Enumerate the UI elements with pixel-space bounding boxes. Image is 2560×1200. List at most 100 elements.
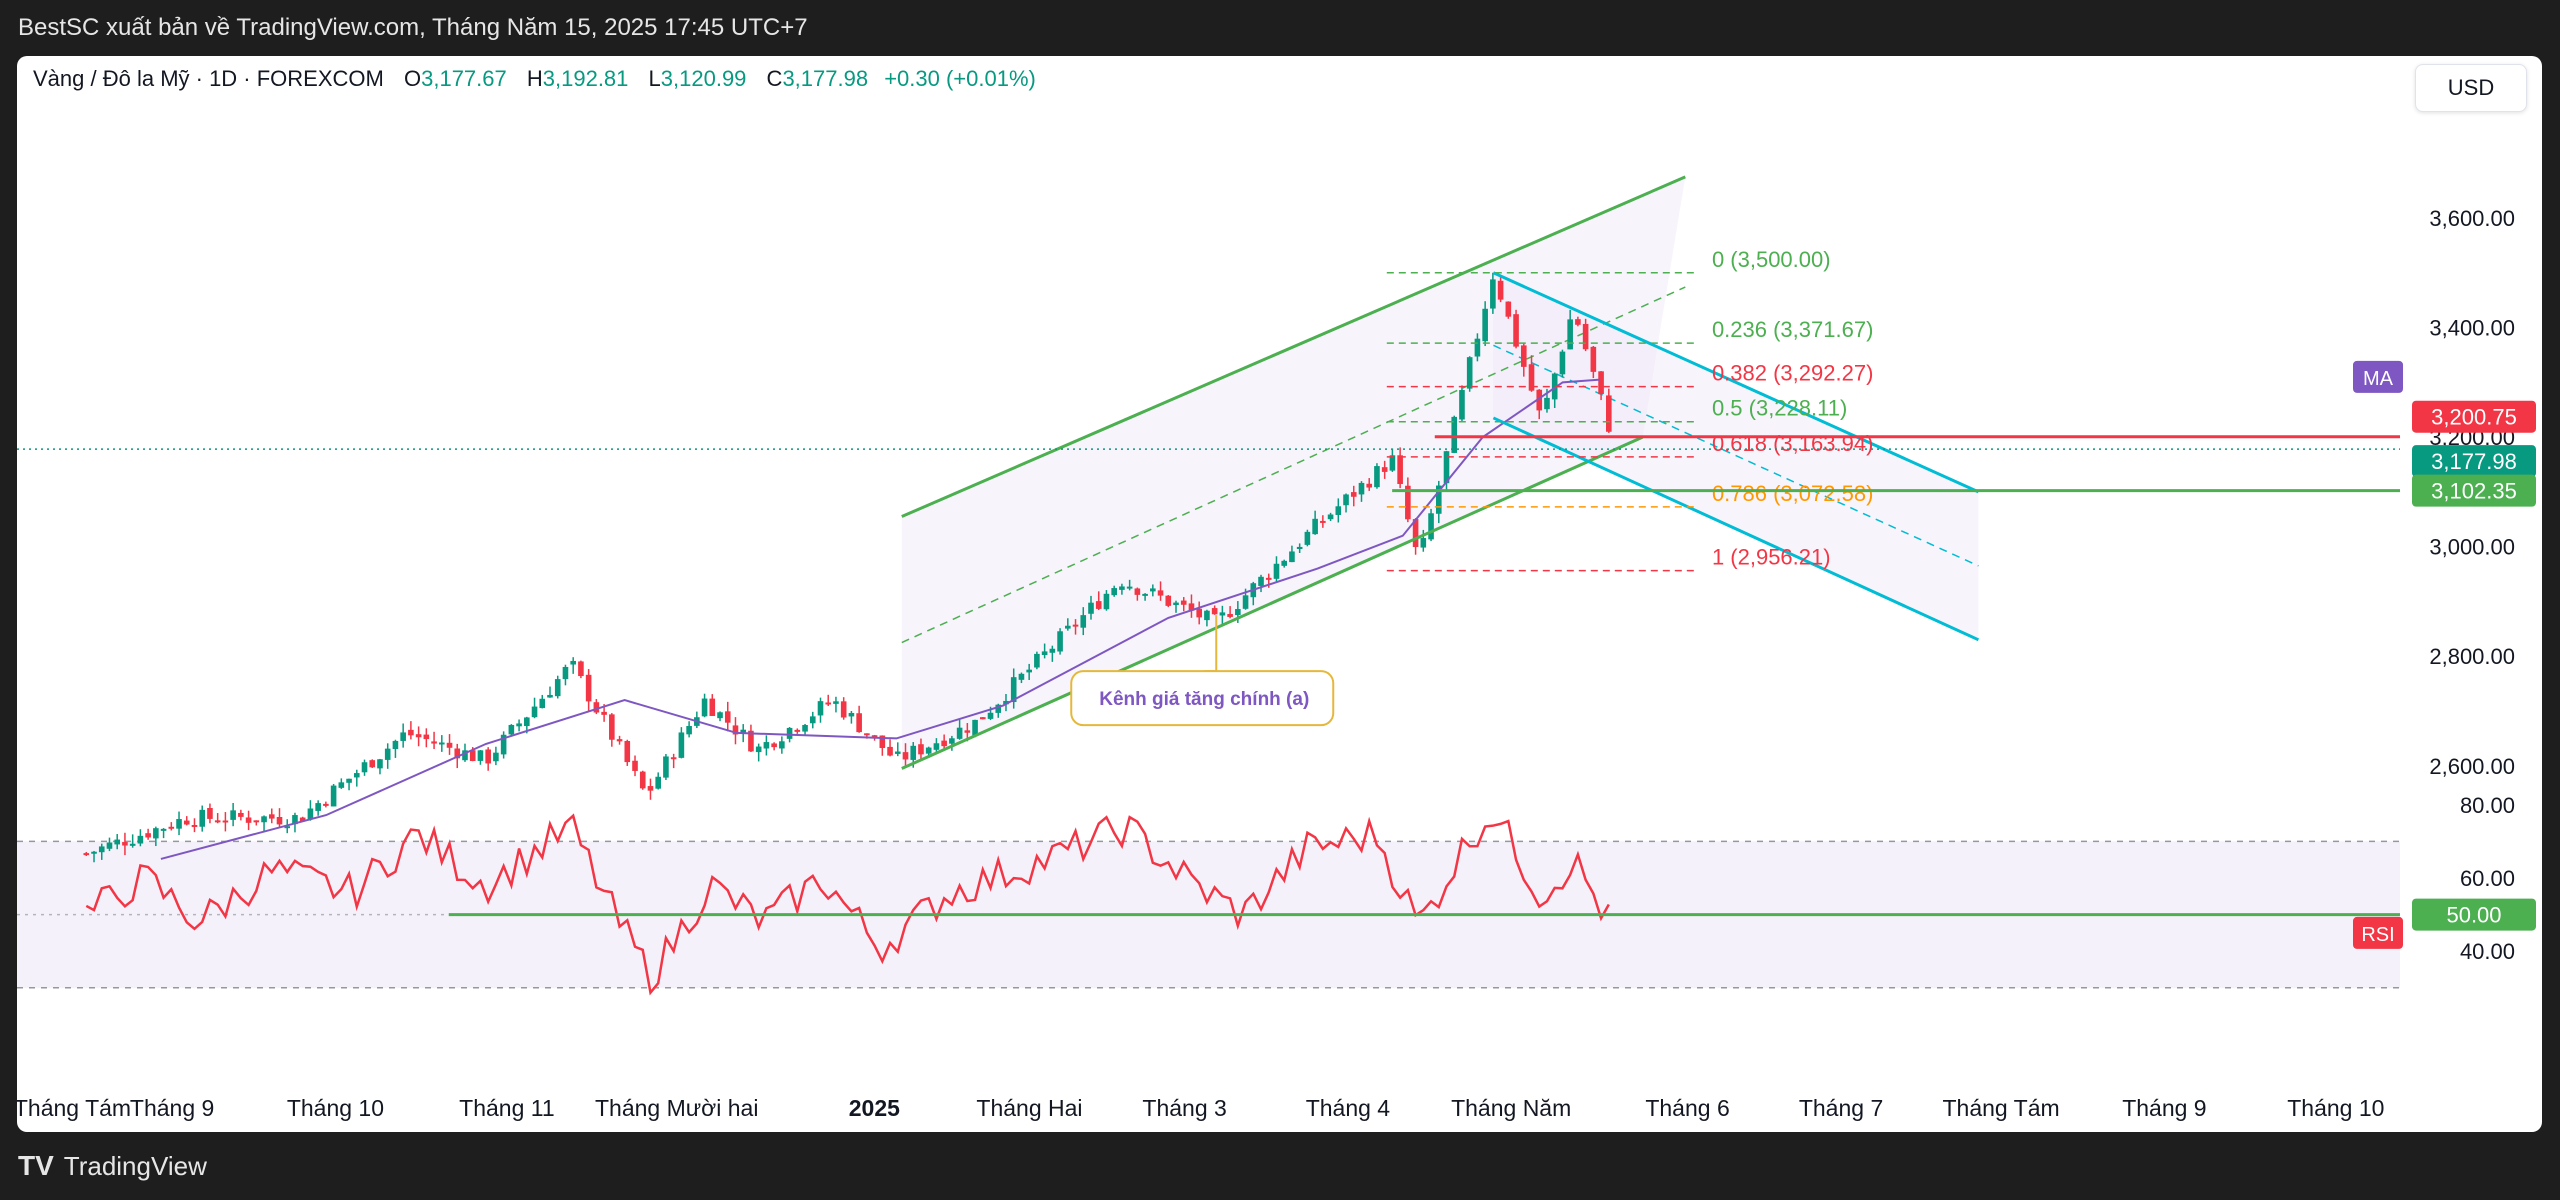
candle-body [1358,482,1365,495]
candle-body [1095,601,1102,609]
candle-body [1134,588,1141,595]
candle-body [1188,603,1195,611]
candle-body [299,817,306,822]
candle-body [755,746,762,753]
candle-body [145,833,151,838]
candle-body [554,679,561,697]
annotation-text: Kênh giá tăng chính (a) [1099,689,1309,710]
rsi-line [85,813,1610,996]
candle-body [670,757,677,760]
symbol-legend: Vàng / Đô la Mỹ · 1D · FOREXCOM O3,177.6… [33,66,1036,92]
candle-body [1590,346,1597,372]
rsi-tick-label: 40.00 [2460,939,2515,964]
x-tick-label: Tháng 6 [1645,1095,1729,1121]
candle-body [1474,338,1481,357]
candle-body [1428,513,1434,540]
candle-body [1049,648,1056,653]
candle-body [1119,586,1125,590]
x-tick-label: Tháng 7 [1799,1095,1883,1121]
candle-body [701,698,708,717]
candle-body [207,808,213,819]
candle-body [956,727,963,739]
candle-body [83,853,90,856]
candle-body [686,725,692,735]
candle-body [1513,314,1519,347]
candle-body [168,826,175,829]
descending-channel-lower [1492,416,1980,642]
x-tick-label: Tháng Tám [17,1095,131,1121]
x-tick-label: Tháng 11 [459,1095,554,1121]
candle-body [1335,506,1342,515]
candle-body [1211,608,1218,615]
candle-body [1374,466,1380,488]
candle-body [848,712,855,717]
rsi-badge-bg [2353,916,2403,949]
candle-body [871,735,878,738]
candle-body [1366,483,1373,488]
price-chart[interactable]: 0 (3,500.00) 0.236 (3,371.67) 0.382 (3,292… [17,56,2542,1132]
candle-body [925,747,932,754]
candle-body [462,750,468,761]
candle-body [415,734,422,738]
candle-body [346,778,352,783]
candle-body [578,661,584,677]
rsi-level-badge: 50.00 [2446,903,2501,928]
candle-body [1350,492,1357,497]
candle-body [678,732,685,758]
ma-badge: MA [2363,368,2394,390]
candle-body [377,759,383,769]
ma-badge-bg [2353,360,2403,393]
candle-body [315,803,321,811]
candle-body [384,748,391,760]
candle-body [1289,551,1295,563]
candle-body [1111,588,1117,596]
candle-body [624,740,631,763]
candle-body [1544,397,1550,410]
candle-body [137,835,144,844]
candle-body [230,810,236,820]
candle-body [609,714,615,740]
last-price-badge-bg [2412,445,2536,478]
candle-body [307,808,314,820]
fib-level-label: 1 (2,956.21) [1712,545,1831,570]
candle-body [833,701,839,704]
candle-body [910,745,917,760]
candle-body [153,828,159,839]
support-price-badge-bg [2412,474,2536,507]
candle-body [539,698,546,709]
candle-body [918,744,924,755]
candle-body [400,732,406,741]
candle-body [1381,467,1388,472]
candle-body [1018,673,1025,680]
candle-body [531,706,538,718]
descending-channel-upper [1492,271,1980,494]
rsi-tick-label: 80.00 [2460,793,2515,818]
candle-body [732,725,739,735]
candle-body [616,739,623,742]
rsi-badge: RSI [2361,924,2394,946]
candle-body [446,742,453,748]
fib-level-label: 0.786 (3,072.58) [1712,481,1873,506]
rsi-level-badge-bg [2412,898,2536,931]
candle-body [1142,593,1148,596]
candle-body [330,785,337,807]
candle-body [562,666,569,680]
candle-body [1582,323,1589,350]
candle-body [516,723,522,727]
candle-body [802,724,808,732]
candle-body [245,817,252,823]
resistance-price-badge: 3,200.75 [2431,405,2517,430]
candle-body [106,842,113,849]
candle-body [485,749,491,764]
candle-body [663,756,669,778]
candle-body [1180,600,1187,605]
currency-button[interactable]: USD [2415,64,2527,112]
candle-body [477,750,484,761]
chart-panel[interactable]: 0 (3,500.00) 0.236 (3,371.67) 0.382 (3,292… [17,56,2542,1132]
x-tick-label: Tháng 9 [130,1095,214,1121]
candle-body [771,743,777,748]
candle-body [1505,301,1512,317]
candle-body [423,734,430,740]
support-price-badge: 3,102.35 [2431,479,2517,504]
candle-body [1072,624,1079,627]
